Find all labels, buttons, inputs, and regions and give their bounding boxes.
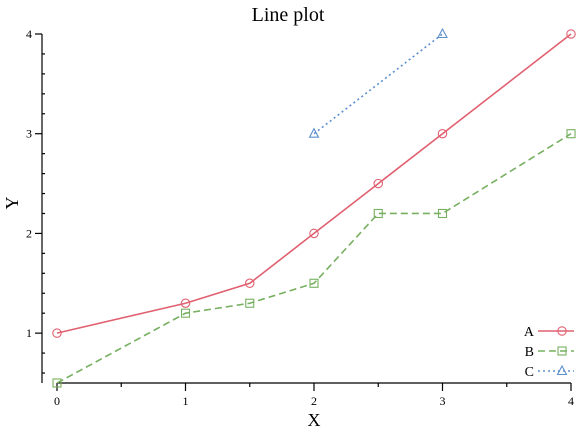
data-point-B xyxy=(373,208,383,219)
x-axis-label: X xyxy=(308,410,321,430)
data-point-A xyxy=(437,128,448,139)
chart-title: Line plot xyxy=(252,4,325,26)
data-point-A xyxy=(566,29,576,39)
series-layer xyxy=(52,27,576,388)
data-point-B xyxy=(309,278,319,288)
x-tick-label: 3 xyxy=(440,394,446,408)
data-point-B xyxy=(566,129,576,139)
data-point-A xyxy=(309,228,319,239)
data-point-C xyxy=(437,27,448,39)
x-tick-label: 2 xyxy=(311,394,317,408)
data-point-B xyxy=(437,208,448,219)
series-C xyxy=(308,27,448,138)
x-tick-label: 4 xyxy=(568,394,574,408)
series-A xyxy=(52,29,576,338)
y-tick-label: 1 xyxy=(26,326,32,340)
series-B xyxy=(52,129,576,388)
legend: ABC xyxy=(524,325,574,380)
legend-entry-B: B xyxy=(525,345,574,360)
series-line-A xyxy=(56,33,572,334)
data-point-C xyxy=(308,127,320,138)
x-tick-label: 1 xyxy=(183,394,189,408)
series-line-B xyxy=(56,133,572,384)
y-axis-label: Y xyxy=(2,197,22,210)
axes: 0 1 2 3 4 1 2 3 4 xyxy=(26,27,574,408)
y-tick-label: 2 xyxy=(26,226,32,240)
data-point-A xyxy=(245,278,255,289)
data-point-B xyxy=(52,378,62,388)
series-line-C xyxy=(313,33,443,135)
data-point-A xyxy=(180,298,191,308)
data-point-B xyxy=(245,298,255,308)
y-tick-label: 3 xyxy=(26,127,32,141)
x-tick-label: 0 xyxy=(54,394,60,408)
legend-marker xyxy=(556,364,568,376)
data-point-B xyxy=(180,308,191,318)
legend-marker xyxy=(557,326,567,336)
legend-entry-A: A xyxy=(524,325,574,340)
legend-label: C xyxy=(525,365,534,380)
legend-label: B xyxy=(525,345,534,360)
legend-label: A xyxy=(524,325,535,340)
data-point-A xyxy=(52,328,62,338)
legend-entry-C: C xyxy=(525,364,574,380)
y-tick-label: 4 xyxy=(26,27,32,41)
legend-marker xyxy=(557,346,567,356)
data-point-A xyxy=(373,178,383,189)
